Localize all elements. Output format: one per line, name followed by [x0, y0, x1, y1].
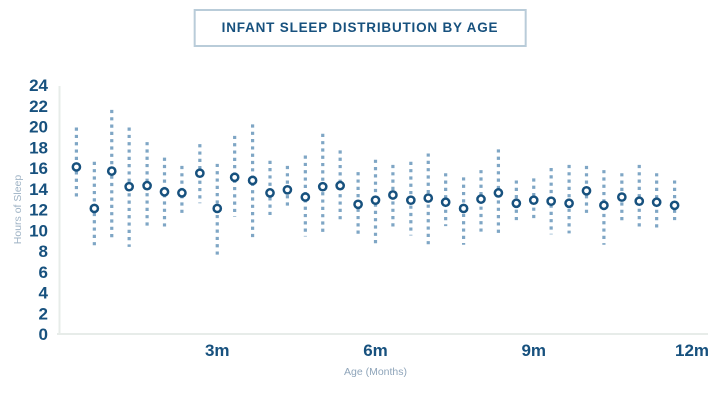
- y-tick-label: 2: [39, 304, 48, 323]
- sleep-mean-point: [229, 172, 240, 183]
- sleep-mean-point: [669, 200, 680, 211]
- x-tick-label: 9m: [521, 341, 546, 360]
- x-axis-label: Age (Months): [344, 366, 407, 378]
- y-tick-label: 12: [29, 201, 48, 220]
- y-tick-label: 20: [29, 118, 48, 137]
- x-tick-label: 3m: [205, 341, 230, 360]
- y-tick-label: 10: [29, 221, 48, 240]
- sleep-mean-point: [388, 190, 398, 200]
- chart-title-box: INFANT SLEEP DISTRIBUTION BY AGE: [193, 9, 527, 47]
- y-tick-label: 24: [29, 76, 48, 95]
- y-tick-label: 18: [29, 138, 48, 157]
- sleep-mean-point: [476, 194, 486, 204]
- sleep-mean-point: [106, 166, 117, 176]
- sleep-mean-point: [440, 197, 451, 208]
- sleep-mean-point: [194, 168, 205, 179]
- sleep-mean-point: [71, 162, 82, 172]
- sleep-mean-point: [317, 181, 328, 192]
- sleep-mean-point: [423, 193, 434, 203]
- y-tick-label: 4: [39, 284, 49, 303]
- x-tick-label: 6m: [363, 341, 388, 360]
- sleep-mean-point: [159, 187, 170, 197]
- sleep-mean-point: [124, 181, 135, 192]
- sleep-mean-point: [528, 195, 539, 206]
- sleep-mean-point: [651, 197, 662, 208]
- x-tick-label: 12m: [675, 341, 709, 360]
- sleep-mean-point: [546, 196, 557, 207]
- y-tick-label: 16: [29, 159, 48, 178]
- sleep-mean-point: [335, 180, 346, 191]
- sleep-mean-point: [370, 195, 381, 206]
- y-tick-label: 14: [29, 180, 48, 199]
- sleep-mean-point: [300, 192, 311, 202]
- sleep-mean-point: [265, 188, 275, 198]
- sleep-mean-point: [564, 198, 574, 209]
- sleep-mean-point: [282, 184, 293, 195]
- sleep-mean-point: [177, 188, 187, 198]
- y-tick-label: 22: [29, 97, 48, 116]
- sleep-mean-point: [599, 200, 609, 211]
- sleep-mean-point: [89, 203, 100, 214]
- y-tick-label: 6: [39, 263, 48, 282]
- sleep-mean-point: [634, 196, 645, 207]
- y-tick-label: 8: [39, 242, 48, 261]
- sleep-mean-point: [353, 199, 363, 210]
- sleep-mean-point: [247, 175, 258, 186]
- chart-title: INFANT SLEEP DISTRIBUTION BY AGE: [221, 20, 499, 35]
- sleep-mean-point: [511, 198, 522, 209]
- sleep-mean-point: [212, 203, 223, 214]
- sleep-mean-point: [493, 188, 504, 198]
- sleep-mean-point: [142, 180, 152, 191]
- y-tick-label: 0: [39, 325, 48, 344]
- sleep-mean-point: [405, 195, 416, 206]
- sleep-mean-point: [616, 192, 627, 202]
- sleep-mean-point: [581, 185, 592, 196]
- sleep-mean-point: [458, 203, 469, 214]
- y-axis-label: Hours of Sleep: [12, 175, 24, 245]
